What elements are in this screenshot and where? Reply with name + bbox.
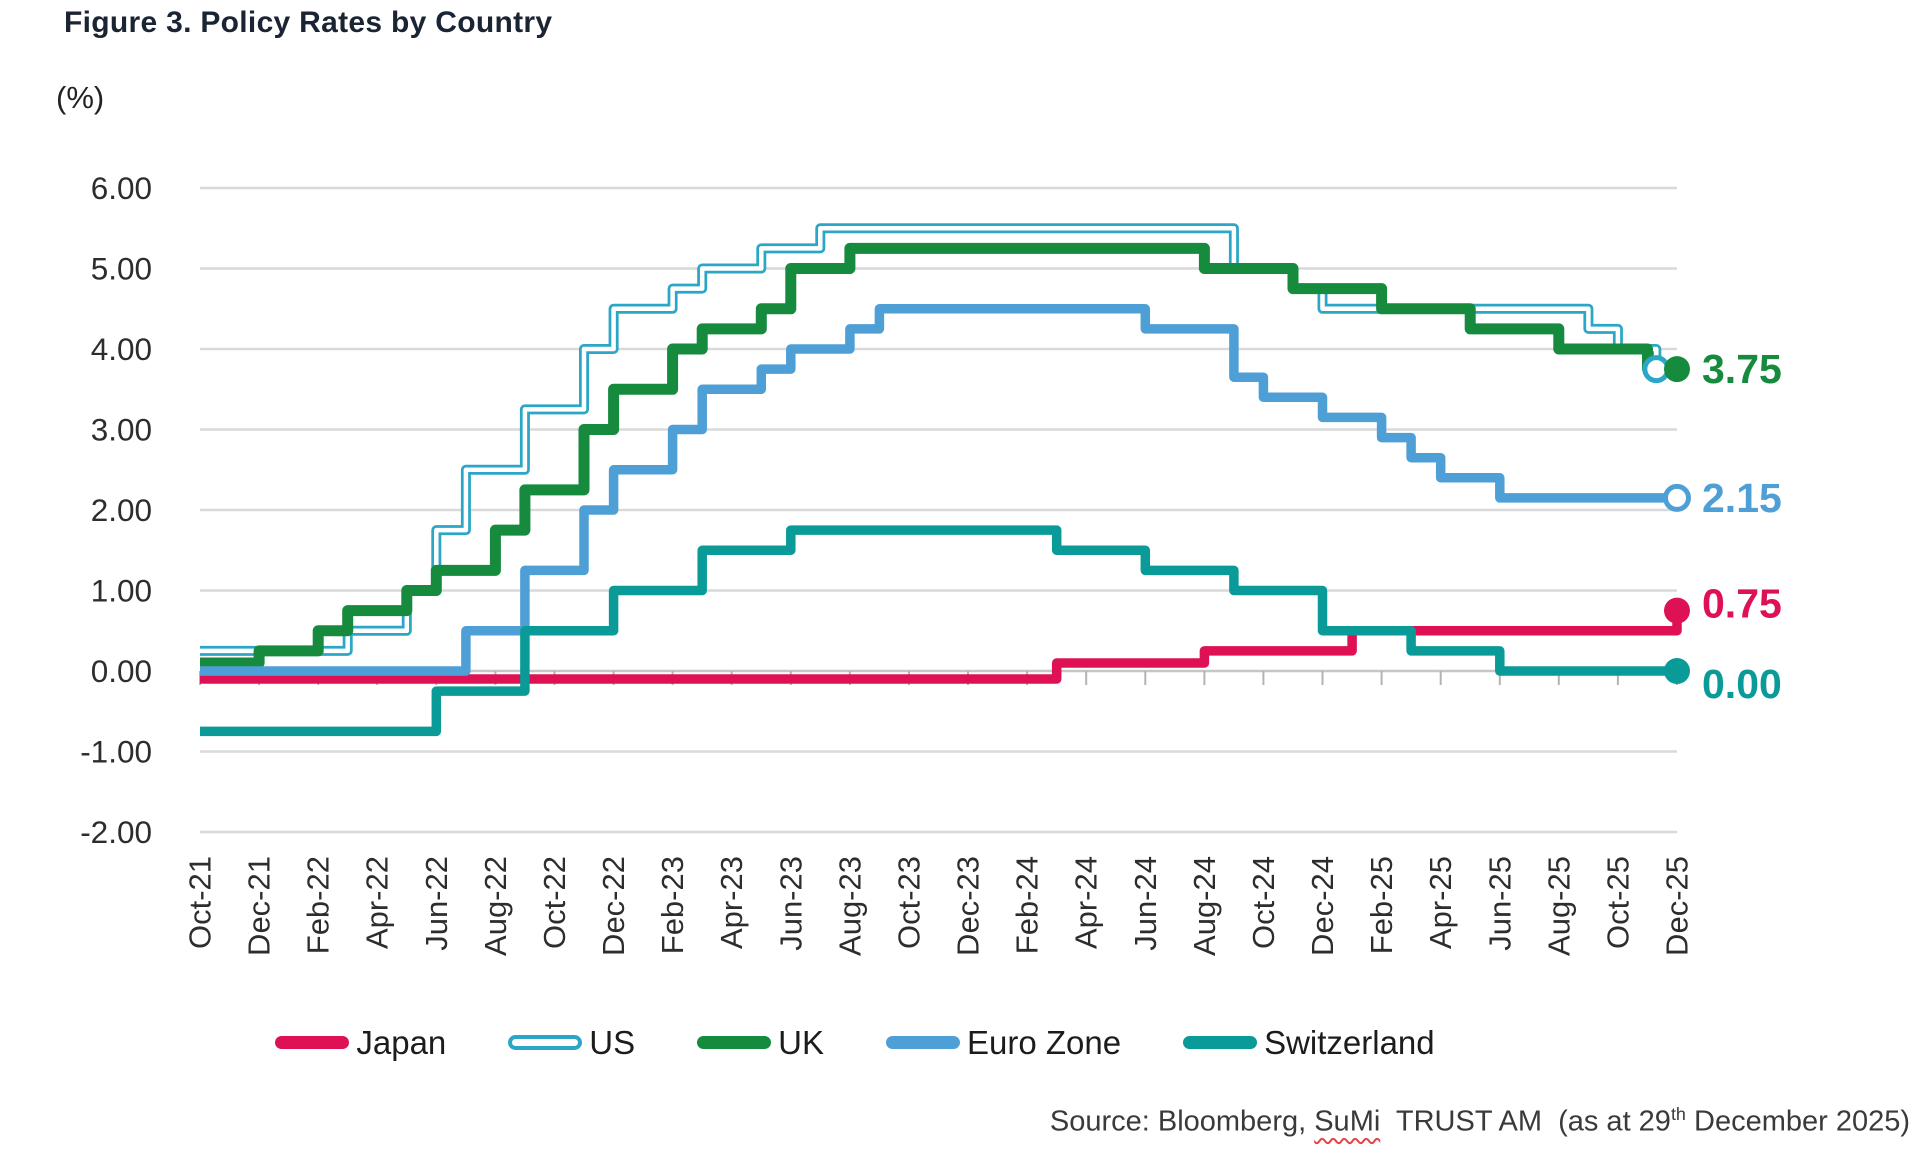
- y-tick-label: 2.00: [91, 492, 152, 528]
- x-tick-label: Aug-24: [1187, 856, 1222, 956]
- x-tick-label: Jun-23: [773, 856, 808, 951]
- series-lines: [200, 223, 1682, 737]
- y-tick-label: 4.00: [91, 331, 152, 367]
- y-tick-label: 5.00: [91, 251, 152, 287]
- gridlines: [200, 186, 1677, 834]
- x-tick-label: Apr-25: [1423, 856, 1458, 949]
- x-tick-label: Dec-22: [596, 856, 631, 956]
- x-tick-label: Feb-25: [1364, 856, 1399, 954]
- x-axis-labels: Oct-21 Dec-21 Feb-22 Apr-22 Jun-22 Aug-22 Oct-…: [183, 856, 1695, 956]
- y-axis-unit-label: (%): [56, 80, 105, 115]
- y-tick-label: -1.00: [80, 734, 152, 770]
- y-tick-label: 1.00: [91, 573, 152, 609]
- y-tick-label: -2.00: [80, 814, 152, 850]
- y-tick-label: 0.00: [91, 653, 152, 689]
- legend-item-switzerland: Switzerland: [1183, 1026, 1435, 1059]
- end-value-labels: 0.75 3.75 2.15 0.00: [1702, 346, 1782, 707]
- legend-swatch-switzerland: [1183, 1036, 1258, 1049]
- legend-swatch-japan: [275, 1036, 350, 1049]
- legend-swatch-us: [508, 1035, 583, 1050]
- source-suffix: December 2025): [1685, 1105, 1910, 1138]
- legend-item-uk: UK: [697, 1026, 824, 1059]
- legend-item-japan: Japan: [275, 1026, 446, 1059]
- end-marker-uk: [1664, 356, 1690, 383]
- end-value-label-japan: 0.75: [1702, 581, 1782, 627]
- end-value-label-uk: 3.75: [1702, 346, 1782, 392]
- series-line-uk: [200, 242, 1677, 669]
- x-tick-label: Apr-22: [360, 856, 395, 949]
- legend-item-euro-zone: Euro Zone: [885, 1024, 1122, 1061]
- legend-label-us: US: [589, 1024, 636, 1061]
- legend-swatch-euro-zone: [885, 1036, 960, 1049]
- end-value-label-euro-zone: 2.15: [1702, 475, 1782, 521]
- legend-label-japan: Japan: [356, 1024, 447, 1061]
- legend-item-us: US: [508, 1026, 635, 1059]
- x-tick-label: Dec-21: [242, 856, 277, 956]
- end-marker-japan: [1664, 597, 1690, 624]
- x-tick-label: Aug-25: [1541, 856, 1576, 956]
- legend-label-euro-zone: Euro Zone: [966, 1024, 1122, 1061]
- legend-label-switzerland: Switzerland: [1264, 1024, 1435, 1061]
- x-tick-label: Oct-24: [1246, 856, 1281, 949]
- series-line-japan: [200, 610, 1682, 684]
- x-tick-label: Apr-24: [1069, 856, 1104, 949]
- end-value-label-switzerland: 0.00: [1702, 661, 1782, 707]
- x-tick-label: Feb-24: [1010, 856, 1045, 954]
- end-markers: [1642, 355, 1691, 684]
- legend-label-uk: UK: [778, 1024, 824, 1061]
- x-tick-label: Feb-22: [301, 856, 336, 954]
- x-tick-label: Oct-22: [537, 856, 572, 949]
- x-tick-label: Jun-22: [419, 856, 454, 951]
- source-superscript: th: [1670, 1104, 1686, 1124]
- x-tick-label: Aug-23: [832, 856, 867, 956]
- source-prefix: Source: Bloomberg,: [1049, 1105, 1315, 1138]
- x-tick-label: Dec-23: [951, 856, 986, 956]
- end-marker-euro-zone: [1663, 483, 1691, 512]
- x-tick-label: Oct-23: [892, 856, 927, 949]
- figure-title: Figure 3. Policy Rates by Country: [64, 6, 553, 39]
- chart-legend: Japan US UK Euro Zone Switzerland: [160, 1026, 1550, 1059]
- series-line-euro-zone: [200, 304, 1677, 676]
- x-tick-label: Oct-21: [183, 856, 218, 949]
- y-axis-labels: 6.00 5.00 4.00 3.00 2.00 1.00 0.00 -1.00 -2.00: [80, 170, 152, 850]
- x-tick-label: Dec-24: [1305, 856, 1340, 956]
- x-tick-label: Jun-25: [1482, 856, 1517, 951]
- x-tick-label: Aug-22: [478, 856, 513, 956]
- y-tick-label: 6.00: [91, 170, 152, 206]
- source-brand: SuMi: [1314, 1105, 1381, 1138]
- x-tick-label: Oct-25: [1600, 856, 1635, 949]
- x-tick-label: Dec-25: [1660, 856, 1695, 956]
- series-line-switzerland: [200, 525, 1677, 737]
- end-marker-switzerland: [1664, 658, 1690, 684]
- x-tick-label: Apr-23: [714, 856, 749, 949]
- source-middle: TRUST AM (as at 29: [1380, 1105, 1671, 1138]
- x-tick-label: Feb-23: [655, 856, 690, 954]
- source-attribution: Source: Bloomberg, SuMi TRUST AM (as at …: [1050, 1104, 1910, 1139]
- x-tick-label: Jun-24: [1128, 856, 1163, 951]
- legend-swatch-uk: [697, 1036, 772, 1049]
- y-tick-label: 3.00: [91, 412, 152, 448]
